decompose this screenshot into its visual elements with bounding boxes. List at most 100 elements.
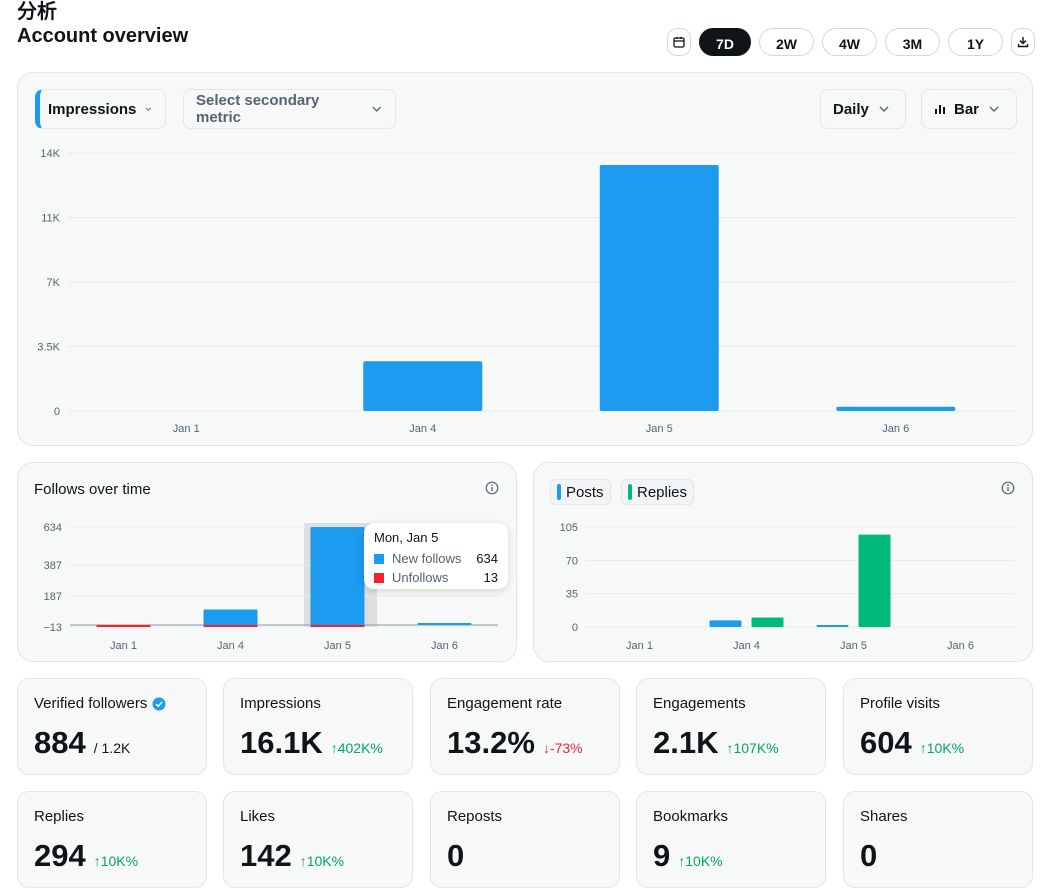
x-tick-label: Jan 6 [882,423,909,435]
legend-swatch [374,572,384,583]
metric-label-text: Replies [34,808,85,825]
metric-value-row: 294 ↑10K% [34,838,138,874]
bar-chart-icon [935,105,945,114]
metric-delta: ↑10K% [678,853,723,869]
date-range-selector: 7D 2W 4W 3M 1Y [667,28,1035,56]
page-title: 分析 [17,1,57,23]
y-tick-label: 0 [54,406,60,418]
bar-posts-jan-5 [816,625,849,627]
range-button-1y[interactable]: 1Y [948,28,1003,56]
range-button-7d[interactable]: 7D [699,28,751,56]
chevron-down-icon [371,106,381,112]
posts-replies-bar-chart: 105 70 35 0 Jan 1 Jan 4 Jan 5 Jan 6 [560,522,1014,652]
range-button-2w[interactable]: 2W [759,28,814,56]
metric-value-row: 884 / 1.2K [34,725,130,761]
bar-jan-6 [836,406,956,411]
chart-type-dropdown[interactable]: Bar [921,89,1017,129]
x-tick-label: Jan 6 [947,640,974,652]
metric-card-shares: Shares 0 [843,791,1033,888]
metric-value: 142 [240,838,292,873]
section-title: Account overview [17,25,189,44]
metric-delta: ↓-73% [542,740,583,756]
metric-label: Shares [860,808,908,825]
x-tick-label: Jan 4 [409,423,436,435]
legend-swatch [557,484,561,500]
metric-value: 0 [860,838,878,873]
metric-card-replies: Replies 294 ↑10K% [17,791,207,888]
chart-tooltip: Mon, Jan 5 New follows 634 Unfollows 13 [364,523,508,589]
secondary-metric-dropdown[interactable]: Select secondary metric [183,89,396,129]
metric-value: 884 [34,725,86,760]
bar-unfollows-jan-5 [310,624,365,627]
metric-label-text: Engagements [653,695,746,712]
metric-label-text: Shares [860,808,908,825]
metric-label: Verified followers [34,695,166,712]
bar-replies-jan-5 [858,534,891,627]
metric-value-row: 142 ↑10K% [240,838,344,874]
primary-metric-dropdown[interactable]: Impressions [35,89,166,129]
impressions-bar-chart: 0 3.5K 7K 11K 14K Jan 1 Jan 4 Jan 5 Jan 6 [37,148,1014,435]
x-tick-label: Jan 4 [733,640,760,652]
tooltip-row-label: New follows [392,551,462,566]
range-button-4w[interactable]: 4W [822,28,877,56]
metric-value-row: 2.1K ↑107K% [653,725,779,761]
metric-value-row: 9 ↑10K% [653,838,723,874]
interval-dropdown[interactable]: Daily [820,89,906,129]
chart-type-label: Bar [954,100,980,118]
y-tick-label: 3.5K [37,342,60,354]
y-tick-label: 70 [566,555,578,567]
metric-value-row: 604 ↑10K% [860,725,964,761]
metric-value-row: 0 [860,838,877,874]
x-tick-label: Jan 1 [173,423,200,435]
calendar-button[interactable] [667,28,691,56]
x-tick-label: Jan 5 [840,640,867,652]
legend-swatch [374,553,384,564]
range-button-3m[interactable]: 3M [885,28,940,56]
metric-label-text: Engagement rate [447,695,563,712]
y-tick-label: 0 [572,622,578,634]
metric-label: Bookmarks [653,808,728,825]
metric-label: Engagement rate [447,695,562,712]
info-icon[interactable] [1001,481,1015,495]
calendar-icon [673,37,685,48]
metric-label-text: Profile visits [860,695,941,712]
metric-delta: ↑10K% [919,740,965,756]
y-tick-label: −13 [43,622,62,634]
metric-card-reposts: Reposts 0 [430,791,620,888]
legend-posts[interactable]: Posts [550,479,611,505]
metric-value: 9 [653,838,671,873]
legend-replies[interactable]: Replies [621,479,695,505]
info-icon[interactable] [485,481,499,495]
x-tick-label: Jan 1 [110,640,137,652]
download-button[interactable] [1011,28,1035,56]
metric-delta: ↑10K% [299,853,345,869]
tooltip-row-value: 13 [483,570,498,585]
metric-label: Engagements [653,695,746,712]
y-tick-label: 187 [44,591,62,603]
metric-label-text: Likes [240,808,276,825]
tooltip-row-value: 634 [476,551,498,566]
y-tick-label: 7K [47,277,61,289]
metric-label: Profile visits [860,695,940,712]
tooltip-title: Mon, Jan 5 [374,530,439,545]
chevron-down-icon [145,107,152,111]
metric-label-text: Verified followers [34,695,148,712]
metric-value: 2.1K [653,725,719,760]
bar-new-follows-jan-6 [417,622,472,625]
x-tick-label: Jan 5 [646,423,673,435]
metric-card-likes: Likes 142 ↑10K% [223,791,413,888]
secondary-metric-label: Select secondary metric [196,92,320,126]
metric-label: Impressions [240,695,321,712]
metric-card-verified-followers: Verified followers 884 / 1.2K [17,678,207,775]
bar-jan-4 [363,361,483,411]
metric-label: Replies [34,808,84,825]
y-tick-label: 14K [40,148,60,160]
posts-replies-chart-card: Posts Replies 105 70 35 0 Jan 1 Jan 4 Jan 5 Jan… [533,462,1033,662]
metric-label-text: Bookmarks [653,808,729,825]
metric-label-text: Impressions [240,695,321,712]
legend-label: Replies [637,483,688,501]
metric-card-impressions: Impressions 16.1K ↑402K% [223,678,413,775]
bar-replies-jan-4 [751,617,784,627]
metric-delta: ↑402K% [330,740,383,756]
metric-value: 294 [34,838,86,873]
